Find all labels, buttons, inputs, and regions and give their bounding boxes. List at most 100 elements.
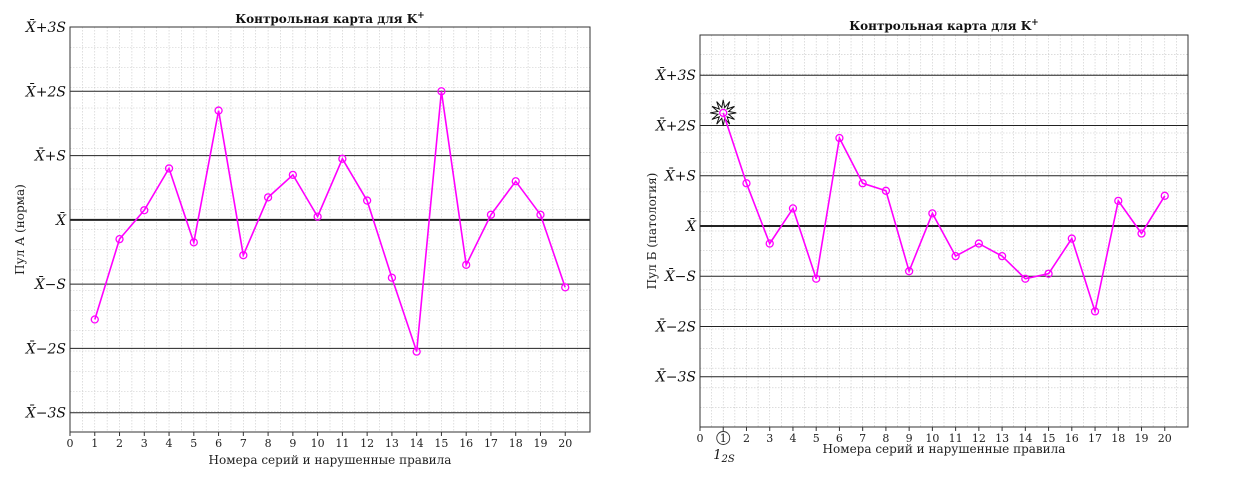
data-point [214, 106, 223, 115]
control-level-label: X̄+3S [655, 67, 696, 85]
series-line [722, 112, 1166, 315]
data-point [951, 251, 960, 261]
x-tick-label: 10 [311, 437, 325, 450]
violation-rule-suffix: 2S [721, 454, 735, 465]
data-point [140, 206, 149, 215]
data-point [1044, 269, 1053, 278]
control-level-label: X̄−2S [655, 318, 696, 336]
data-point [765, 239, 774, 248]
x-tick-label: 14 [410, 437, 424, 450]
grid [699, 34, 1189, 428]
control-level-label: X̄+S [34, 147, 66, 165]
data-point [904, 267, 914, 276]
data-point [1137, 229, 1146, 238]
x-tick-label: 4 [166, 437, 173, 450]
control-level-label: X̄ [685, 217, 697, 235]
data-point [239, 251, 248, 260]
x-tick-label: 13 [385, 437, 399, 450]
chart-title: Контрольная карта для K+ [235, 11, 424, 26]
chart-title-superscript: + [417, 11, 425, 21]
data-point [313, 212, 322, 221]
data-point [812, 274, 821, 283]
x-tick-label: 11 [335, 437, 349, 450]
chart-title: Контрольная карта для K+ [849, 18, 1038, 33]
violation-star-icon [710, 99, 737, 126]
x-tick-label: 0 [697, 432, 704, 445]
control-level-label: X̄ [55, 211, 67, 229]
y-axis-title: Пул Б (патология) [645, 173, 659, 290]
violation-rule-number: 1 [713, 448, 721, 463]
x-tick-label: 6 [836, 432, 843, 445]
data-point [338, 154, 347, 163]
violation-circled-number: 1 [720, 432, 727, 445]
control-level-label: X̄−2S [25, 340, 66, 358]
control-chart-b: X̄+3S X̄+2S X̄+S X̄ X̄−S X̄−2S X̄−3S 0 2 3 4 5 6 7 8 9 1… [630, 0, 1242, 480]
x-tick-label: 8 [265, 437, 272, 450]
x-tick-label: 15 [1042, 432, 1056, 445]
data-point [1067, 234, 1076, 243]
control-level-label: X̄−3S [655, 368, 696, 386]
x-tick-label: 8 [882, 432, 889, 445]
data-point [997, 251, 1007, 261]
x-tick-label: 7 [859, 432, 866, 445]
data-point [486, 210, 496, 219]
data-point [858, 179, 867, 188]
control-chart-a-svg: X̄+3SX̄+2SX̄+SX̄X̄−SX̄−2SX̄−3S0 1 2 3 4 5 6 7 8 9… [13, 11, 591, 467]
data-point [462, 260, 471, 270]
data-point [742, 179, 751, 188]
data-point [437, 87, 446, 96]
control-level-label: X̄−S [34, 276, 66, 294]
x-tick-label: 16 [459, 437, 473, 450]
control-chart-b-svg: X̄+3SX̄+2SX̄+SX̄X̄−SX̄−2SX̄−3S0 2 3 4 5 6 7 8 9 1… [645, 18, 1189, 465]
chart-title-superscript: + [1031, 18, 1039, 28]
data-point [881, 186, 891, 195]
x-tick-label: 19 [1135, 432, 1149, 445]
x-tick-label: 14 [1018, 432, 1032, 445]
data-point [536, 210, 545, 219]
x-tick-label: 20 [558, 437, 572, 450]
x-tick-label: 17 [1088, 432, 1102, 445]
data-point [511, 177, 520, 186]
data-point [263, 193, 273, 202]
data-point [719, 108, 728, 118]
control-chart-a: X̄+3S X̄+2S X̄+S X̄ X̄−S X̄−2S X̄−3S 0 1 2 3 4 5 6 7 8 9… [0, 0, 600, 480]
chart-title-text: Контрольная карта для K [235, 12, 417, 26]
x-tick-label: 6 [215, 437, 222, 450]
x-tick-label: 19 [533, 437, 547, 450]
x-tick-label: 2 [116, 437, 123, 450]
x-tick-label: 16 [1065, 432, 1079, 445]
x-tick-label: 13 [995, 432, 1009, 445]
data-point [1090, 307, 1100, 316]
control-level-label: X̄−S [664, 268, 696, 286]
data-point [90, 315, 99, 324]
data-point [1160, 191, 1169, 200]
data-point [164, 164, 174, 173]
control-level-label: X̄−3S [25, 404, 66, 422]
data-point [928, 209, 937, 218]
data-point [974, 239, 984, 248]
x-tick-label: 0 [67, 437, 74, 450]
x-tick-label: 11 [949, 432, 963, 445]
data-point [189, 238, 198, 247]
violation-rule-label: 12S [713, 448, 735, 465]
data-point [412, 347, 421, 356]
x-tick-label: 3 [141, 437, 148, 450]
x-tick-label: 9 [906, 432, 913, 445]
data-point [362, 196, 372, 205]
control-level-label: X̄+3S [25, 18, 66, 36]
series-line [94, 91, 566, 352]
violation-circle-marker [716, 431, 731, 445]
x-tick-label: 5 [813, 432, 820, 445]
x-axis-title: Номера серий и нарушенные правила [209, 453, 452, 467]
x-tick-label: 7 [240, 437, 247, 450]
grid [69, 26, 591, 433]
data-point [288, 170, 298, 180]
x-tick-label: 20 [1158, 432, 1172, 445]
x-tick-label: 10 [925, 432, 939, 445]
data-point [788, 204, 798, 213]
x-axis-title: Номера серий и нарушенные правила [823, 442, 1066, 456]
y-axis-title: Пул А (норма) [13, 184, 27, 275]
plot-frame [699, 34, 1189, 428]
plot-frame [69, 26, 591, 433]
control-level-label: X̄+S [664, 167, 696, 185]
